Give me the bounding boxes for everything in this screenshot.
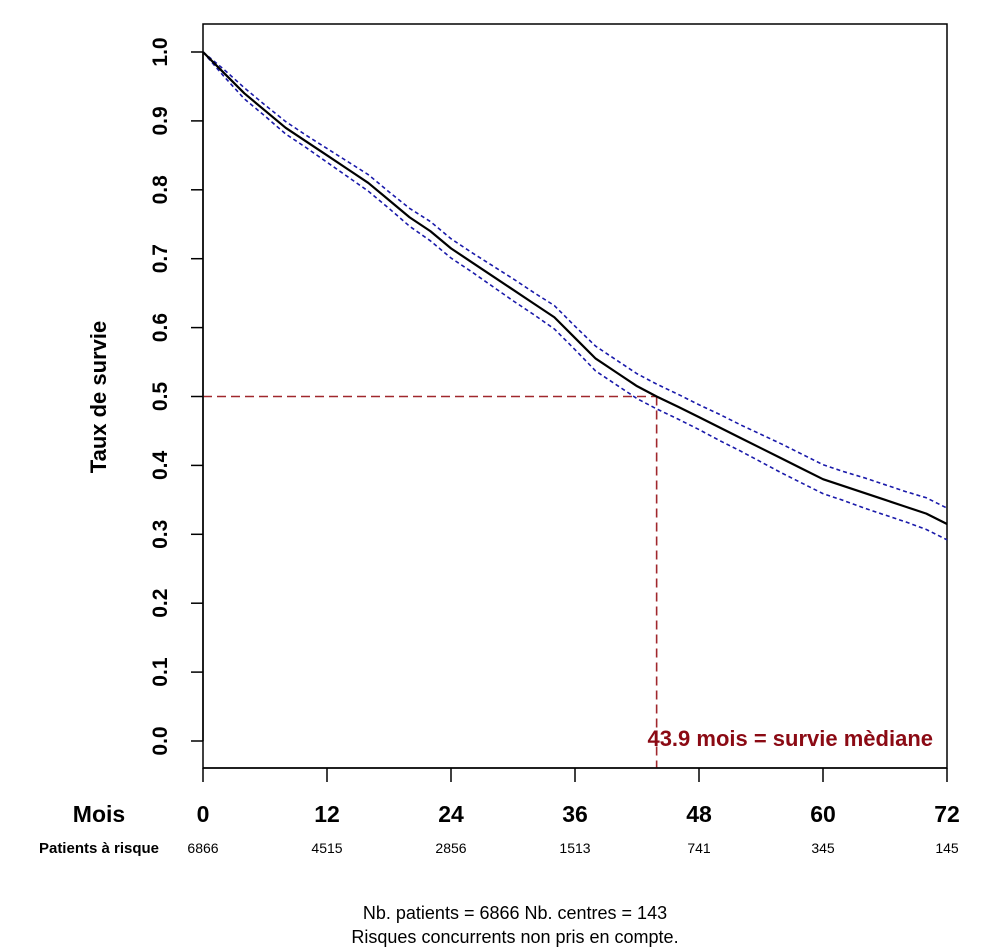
ci-upper-curve [202,51,948,509]
y-axis-label: Taux de survie [86,321,111,473]
x-tick-label: 0 [197,801,210,827]
y-tick-label: 0.0 [149,726,172,755]
x-tick-label: 24 [438,801,464,827]
y-tick-label: 0.9 [149,106,172,135]
footer-line-1: Nb. patients = 6866 Nb. centres = 143 [363,903,667,923]
x-tick-label: 72 [934,801,960,827]
x-tick-label: 60 [810,801,836,827]
risk-count: 345 [811,840,835,856]
risk-count: 1513 [559,840,590,856]
y-tick-label: 0.6 [149,313,172,342]
median-annotation: 43.9 mois = survie mèdiane [647,726,933,751]
y-tick-label: 0.7 [149,244,172,273]
x-tick-label: 48 [686,801,712,827]
x-tick-label: 36 [562,801,588,827]
risk-count: 2856 [435,840,466,856]
risk-count: 6866 [187,840,218,856]
footer-line-2: Risques concurrents non pris en compte. [351,927,678,947]
risk-table-label: Patients à risque [39,840,159,857]
risk-count: 741 [687,840,711,856]
survival-curve [202,51,948,525]
y-tick-label: 0.3 [149,520,172,549]
risk-count: 145 [935,840,959,856]
y-tick-label: 0.5 [149,382,172,412]
y-tick-label: 1.0 [149,37,172,66]
y-tick-label: 0.8 [149,175,172,205]
y-tick-label: 0.1 [149,657,172,687]
y-tick-label: 0.2 [149,589,172,618]
x-axis-label: Mois [73,801,125,827]
x-tick-label: 12 [314,801,340,827]
y-tick-label: 0.4 [149,450,172,480]
ci-lower-curve [202,51,948,541]
risk-count: 4515 [311,840,342,856]
